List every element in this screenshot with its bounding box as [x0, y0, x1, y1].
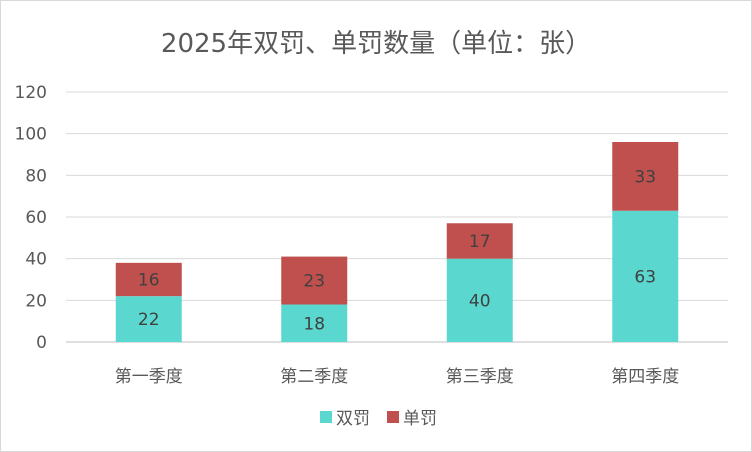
- data-label: 23: [303, 272, 325, 292]
- bar-segment: [612, 142, 679, 211]
- bar-segment: [446, 223, 513, 259]
- bar-segment: [115, 296, 182, 342]
- legend-swatch: [320, 411, 332, 423]
- bar-segment: [612, 210, 679, 342]
- data-label: 16: [138, 271, 160, 291]
- y-tick-label: 80: [25, 166, 47, 186]
- data-label: 33: [634, 167, 656, 187]
- data-label: 17: [469, 232, 491, 252]
- x-tick-label: 第四季度: [611, 367, 679, 387]
- bar-segment: [115, 262, 182, 297]
- bar-segment: [281, 256, 348, 305]
- bar-segment: [281, 304, 348, 342]
- data-label: 40: [469, 291, 491, 311]
- data-label: 22: [138, 310, 160, 330]
- x-tick-label: 第三季度: [446, 367, 514, 387]
- bars: 22 16 18 23 40 17 63 33: [115, 142, 679, 342]
- chart-title: 2025年双罚、单罚数量（单位：张）: [161, 29, 591, 59]
- data-label: 63: [634, 267, 656, 287]
- y-tick-label: 40: [25, 250, 47, 270]
- y-tick-label: 20: [25, 291, 47, 311]
- y-axis: 0 20 40 60 80 100 120: [15, 83, 47, 353]
- bar-segment: [446, 258, 513, 342]
- y-tick-label: 0: [36, 333, 47, 353]
- x-axis: 第一季度 第二季度 第三季度 第四季度: [115, 367, 680, 387]
- x-tick-label: 第一季度: [115, 367, 183, 387]
- x-tick-label: 第二季度: [280, 367, 348, 387]
- y-tick-label: 100: [15, 125, 47, 145]
- y-tick-label: 60: [25, 208, 47, 228]
- y-tick-label: 120: [15, 83, 47, 103]
- legend-label: 双罚: [336, 409, 370, 429]
- legend-swatch: [387, 411, 399, 423]
- data-label: 18: [303, 314, 325, 334]
- legend: 双罚 单罚: [320, 409, 437, 429]
- legend-label: 单罚: [403, 409, 437, 429]
